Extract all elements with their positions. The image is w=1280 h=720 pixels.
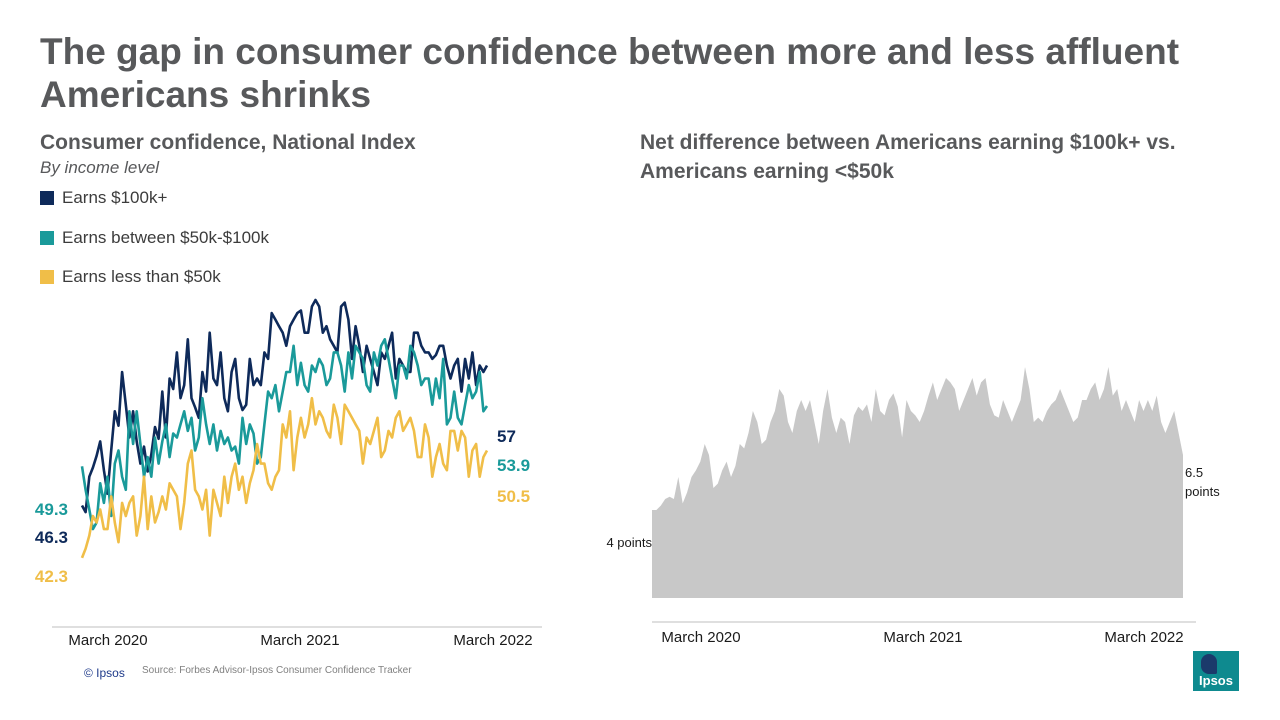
right-area-chart: 4 points 6.5 points March 2020 March 2021…	[606, 367, 1220, 646]
start-label-100k-plus: 46.3	[35, 528, 68, 547]
left-line-chart: 49.3 46.3 42.3 57 53.9 50.5 March 2020 M…	[35, 298, 542, 649]
legend-label-100k-plus: Earns $100k+	[62, 188, 168, 207]
logo-mark-icon	[1201, 654, 1217, 674]
legend-label-50k-100k: Earns between $50k-$100k	[62, 227, 269, 247]
legend-swatch-50k-100k	[40, 230, 54, 245]
source-text: Source: Forbes Advisor-Ipsos Consumer Co…	[142, 665, 412, 676]
area-end-label: 6.5 points	[1185, 465, 1220, 499]
left-x-tick-march-2021: March 2021	[260, 632, 339, 649]
end-label-100k-plus: 57	[497, 427, 516, 446]
copyright-text: © Ipsos	[84, 666, 125, 680]
end-label-under-50k: 50.5	[497, 487, 530, 506]
legend-swatch-100k-plus	[40, 191, 54, 205]
left-chart-byline: By income level	[40, 158, 160, 177]
legend-item-100k-plus: Earns $100k+	[40, 188, 269, 208]
right-x-tick-march-2020: March 2020	[661, 629, 740, 646]
legend-label-under-50k: Earns less than $50k	[62, 267, 221, 286]
legend-item-under-50k: Earns less than $50k	[40, 267, 269, 287]
logo-text: Ipsos	[1199, 673, 1233, 688]
left-chart-title: Consumer confidence, National Index	[40, 131, 416, 154]
series-line-under-50k	[80, 396, 489, 559]
difference-area	[652, 367, 1183, 598]
legend-swatch-under-50k	[40, 270, 54, 284]
right-x-tick-march-2021: March 2021	[883, 629, 962, 646]
start-label-50k-100k: 49.3	[35, 500, 68, 519]
left-x-tick-march-2022: March 2022	[453, 632, 532, 649]
page-title: The gap in consumer confidence between m…	[40, 31, 1180, 115]
legend-item-50k-100k: Earns between $50k-$100k	[40, 228, 269, 248]
start-label-under-50k: 42.3	[35, 567, 68, 586]
legend: Earns $100k+ Earns between $50k-$100k Ea…	[40, 188, 269, 307]
ipsos-logo: Ipsos	[1193, 651, 1239, 691]
left-x-tick-march-2020: March 2020	[68, 632, 147, 649]
right-chart-title: Net difference between Americans earning…	[640, 131, 1176, 183]
end-label-50k-100k: 53.9	[497, 456, 530, 475]
series-line-50k-100k	[80, 337, 489, 531]
area-start-label: 4 points	[606, 535, 652, 550]
right-x-tick-march-2022: March 2022	[1104, 629, 1183, 646]
